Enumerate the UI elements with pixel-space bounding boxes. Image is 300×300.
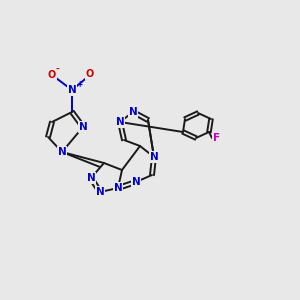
Text: N: N: [132, 177, 140, 187]
Text: O: O: [86, 69, 94, 79]
Text: F: F: [213, 133, 220, 143]
Text: N: N: [87, 173, 95, 183]
Text: -: -: [56, 65, 60, 74]
Text: N: N: [114, 183, 122, 193]
Text: +: +: [76, 80, 82, 89]
Text: N: N: [79, 122, 87, 132]
Text: N: N: [68, 85, 76, 95]
Text: N: N: [96, 187, 104, 197]
Text: N: N: [129, 107, 137, 117]
Text: O: O: [48, 70, 56, 80]
Text: N: N: [116, 117, 124, 127]
Text: N: N: [150, 152, 158, 162]
Text: N: N: [58, 147, 66, 157]
